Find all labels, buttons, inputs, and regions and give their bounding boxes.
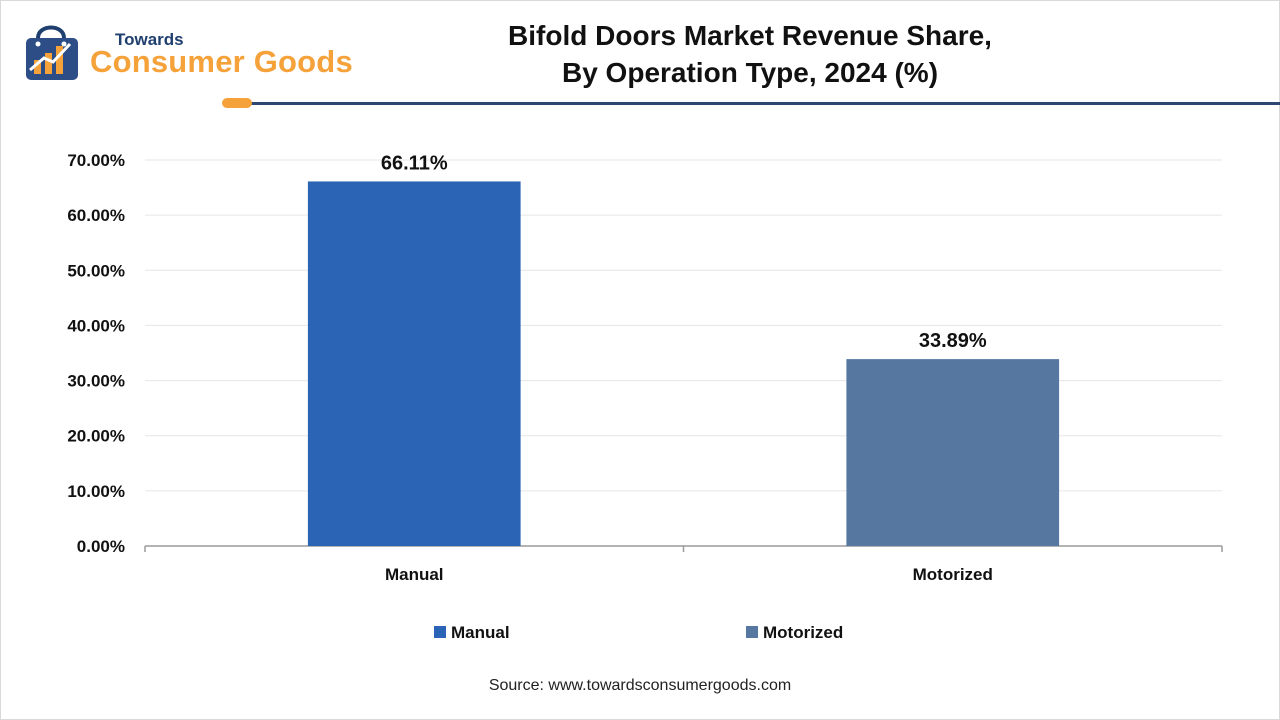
bar-manual <box>307 181 521 547</box>
chart-title-line2: By Operation Type, 2024 (%) <box>561 57 939 88</box>
header-divider <box>240 102 1280 105</box>
legend-label: Manual <box>451 623 510 642</box>
x-tick-label: Manual <box>385 565 444 584</box>
legend-swatch <box>746 626 758 638</box>
y-tick-label: 0.00% <box>77 537 125 556</box>
brand-logo: Towards Consumer Goods <box>20 20 380 86</box>
source-note: Source: www.towardsconsumergoods.com <box>488 677 792 694</box>
data-label: 66.11% <box>381 152 448 174</box>
brand-line2: Consumer Goods <box>90 44 353 79</box>
y-tick-label: 20.00% <box>67 427 125 446</box>
y-tick-label: 60.00% <box>67 206 125 225</box>
brand-line1: Towards <box>115 30 184 49</box>
bar-motorized <box>846 359 1060 546</box>
legend-label: Motorized <box>763 623 843 642</box>
y-tick-label: 50.00% <box>67 261 125 280</box>
legend-swatch <box>434 626 446 638</box>
y-tick-label: 30.00% <box>67 372 125 391</box>
data-label: 33.89% <box>919 330 987 352</box>
chart-title-line1: Bifold Doors Market Revenue Share, <box>508 20 992 51</box>
y-tick-label: 70.00% <box>67 151 125 170</box>
shopping-bag-icon <box>26 25 78 80</box>
y-tick-label: 10.00% <box>67 482 125 501</box>
x-tick-label: Motorized <box>913 565 993 584</box>
y-tick-label: 40.00% <box>67 316 125 335</box>
header-accent-pill <box>222 98 252 108</box>
chart-title: Bifold Doors Market Revenue Share, By Op… <box>470 17 1030 91</box>
